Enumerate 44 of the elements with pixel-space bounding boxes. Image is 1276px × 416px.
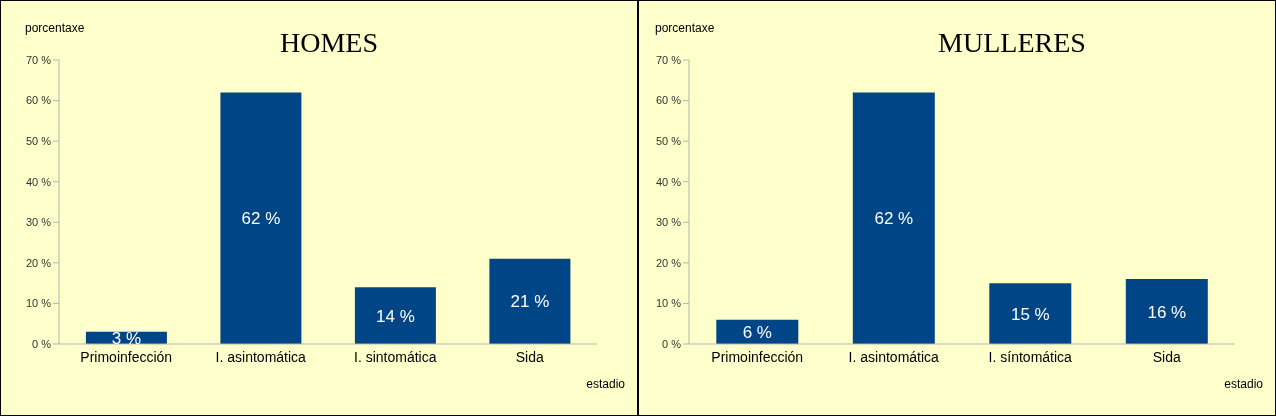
y-tick-label: 20 % bbox=[655, 256, 682, 269]
x-tick-label: I. asintomática bbox=[848, 348, 940, 365]
data-label: 62 % bbox=[241, 209, 281, 229]
bar bbox=[354, 287, 436, 344]
data-label: 16 % bbox=[1147, 302, 1187, 322]
y-tick-label: 20 % bbox=[25, 256, 52, 269]
x-axis-title: estadio bbox=[586, 377, 625, 391]
y-tick-label: 10 % bbox=[655, 297, 682, 310]
x-tick-label: Sida bbox=[515, 348, 544, 365]
bar bbox=[220, 92, 302, 344]
y-axis-title: porcentaxe bbox=[655, 21, 715, 35]
y-axis-title: porcentaxe bbox=[25, 21, 85, 35]
y-tick-label: 40 % bbox=[25, 175, 52, 188]
data-label: 21 % bbox=[510, 292, 550, 312]
y-tick-label: 30 % bbox=[655, 216, 682, 229]
bar bbox=[989, 283, 1072, 344]
y-tick-label: 50 % bbox=[25, 135, 52, 148]
data-label: 6 % bbox=[742, 322, 772, 342]
y-tick-label: 70 % bbox=[25, 53, 52, 66]
y-tick-label: 10 % bbox=[25, 297, 52, 310]
data-label: 15 % bbox=[1010, 304, 1050, 324]
y-tick-label: 0 % bbox=[32, 337, 52, 350]
y-tick-label: 70 % bbox=[655, 53, 682, 66]
data-label: 3 % bbox=[111, 328, 142, 348]
y-tick-label: 30 % bbox=[25, 216, 52, 229]
bar bbox=[489, 258, 571, 344]
chart-title: HOMES bbox=[279, 27, 378, 58]
x-axis-title: estadio bbox=[1224, 377, 1263, 391]
x-tick-label: I. sintomática bbox=[354, 348, 437, 365]
y-tick-label: 60 % bbox=[25, 94, 52, 107]
y-tick-label: 60 % bbox=[655, 94, 682, 107]
y-tick-label: 40 % bbox=[655, 175, 682, 188]
x-tick-label: Primoinfección bbox=[80, 348, 173, 365]
chart-title: MULLERES bbox=[938, 27, 1086, 58]
y-tick-label: 50 % bbox=[655, 135, 682, 148]
x-tick-label: Sida bbox=[1152, 348, 1181, 365]
data-label: 62 % bbox=[874, 209, 914, 229]
x-tick-label: Primoinfección bbox=[711, 348, 804, 365]
x-tick-label: I. asintomática bbox=[215, 348, 307, 365]
data-label: 14 % bbox=[376, 306, 415, 326]
x-tick-label: I. síntomática bbox=[988, 348, 1073, 365]
bar bbox=[1125, 279, 1208, 344]
y-tick-label: 0 % bbox=[662, 337, 682, 350]
bar bbox=[852, 92, 935, 344]
